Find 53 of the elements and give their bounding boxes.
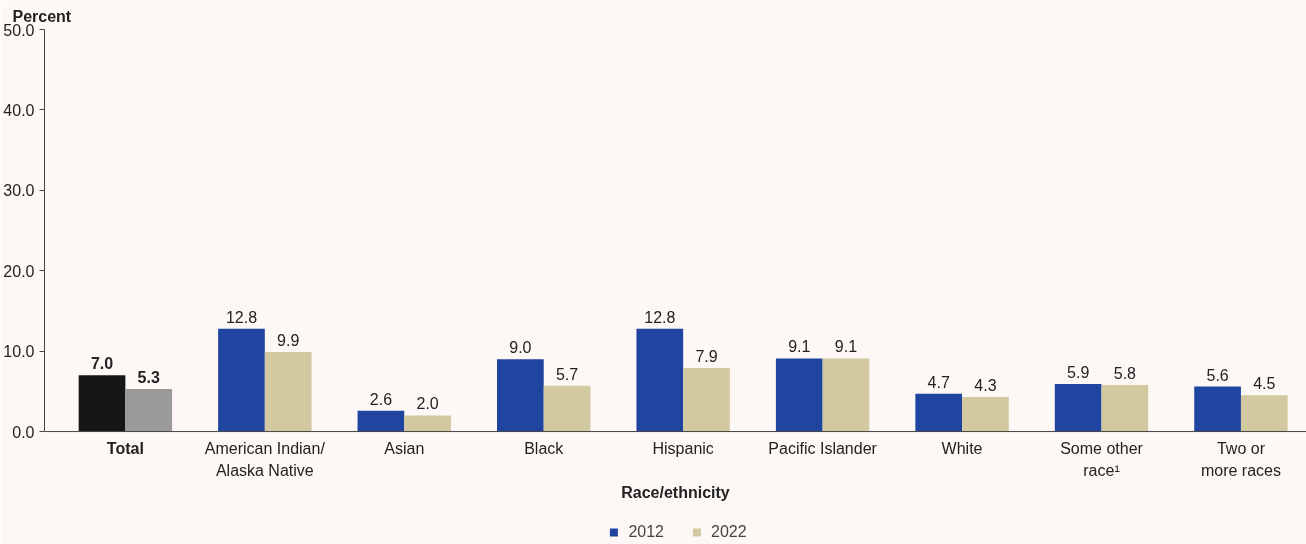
bar: [962, 396, 1009, 432]
bar: [1054, 384, 1102, 432]
bar: [264, 351, 312, 432]
data-label: 9.0: [509, 339, 532, 357]
bar: [125, 388, 173, 432]
data-label: 7.9: [695, 348, 718, 366]
x-tick-label: American Indian/ Alaska Native: [204, 439, 326, 480]
data-label: 4.5: [1253, 375, 1276, 393]
x-tick-label: Hispanic: [652, 439, 714, 457]
bar: [1240, 395, 1288, 432]
data-label: 12.8: [225, 308, 258, 326]
y-tick-label: 20.0: [3, 262, 35, 280]
data-label: 12.8: [644, 308, 676, 326]
data-label: 2.6: [369, 390, 393, 408]
data-label: 7.0: [90, 355, 114, 373]
bar: [543, 385, 591, 432]
bar: [404, 415, 451, 432]
bar: [822, 358, 870, 432]
bar: [636, 328, 684, 432]
x-tick-label: Total: [106, 439, 144, 457]
x-tick-label: White: [941, 439, 983, 457]
x-axis-title: Race/ethnicity: [621, 483, 730, 501]
x-tick-label: Black: [524, 439, 565, 457]
y-tick-label: 40.0: [3, 101, 35, 119]
x-tick-label: Some other race¹: [1060, 439, 1144, 480]
legend-label: 2012: [628, 523, 664, 541]
data-label: 5.7: [555, 365, 579, 383]
data-label: 4.7: [927, 373, 950, 391]
bar: [497, 359, 544, 432]
bar: [915, 393, 963, 432]
data-label: 5.6: [1206, 366, 1229, 384]
data-label: 9.1: [788, 338, 811, 356]
x-tick-label: Two or more races: [1200, 439, 1281, 480]
bar: [78, 375, 126, 432]
data-label: 5.3: [137, 368, 160, 386]
bar: [683, 368, 730, 432]
data-label: 2.0: [416, 395, 439, 413]
bar: [775, 358, 823, 432]
data-label: 9.1: [834, 338, 858, 356]
data-label: 5.9: [1067, 364, 1090, 382]
data-label: 9.9: [277, 331, 300, 349]
y-tick-label: 10.0: [3, 343, 35, 361]
data-label: 5.8: [1113, 364, 1137, 382]
legend-label: 2022: [711, 523, 747, 541]
bar: [357, 410, 405, 432]
bar: [1194, 386, 1241, 432]
x-tick-label: Asian: [384, 439, 425, 457]
data-label: 4.3: [974, 376, 997, 394]
bar: [218, 328, 265, 432]
y-tick-label: 30.0: [3, 182, 35, 200]
x-tick-label: Pacific Islander: [768, 439, 878, 457]
y-tick-label: 0.0: [12, 423, 35, 441]
bar: [1101, 384, 1149, 432]
